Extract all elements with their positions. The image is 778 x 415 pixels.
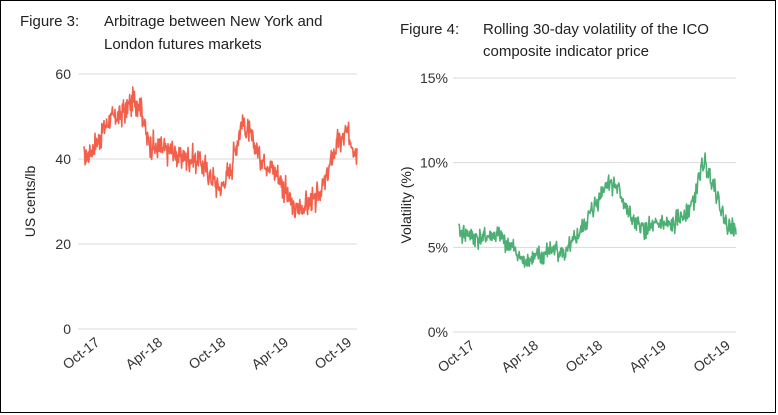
- chart-3-y-tick-label: 60: [55, 66, 71, 82]
- chart-4-x-tick-label: Apr-19: [626, 337, 669, 376]
- chart-3-x-tick-label: Oct-17: [59, 334, 102, 373]
- chart-4-y-tick-label: 15%: [420, 70, 448, 86]
- chart-3-x-tick-label: Oct-19: [311, 334, 354, 373]
- figure-3-title-line-2: London futures markets: [104, 36, 262, 53]
- chart-4-y-tick-label: 10%: [420, 155, 448, 171]
- chart-3-series-line: [83, 86, 358, 219]
- figure-4-label: Figure 4:: [400, 21, 460, 38]
- chart-3-y-tick-label: 40: [55, 151, 71, 167]
- chart-4-x-tick-label: Oct-19: [690, 337, 733, 376]
- chart-3-y-axis-title: US cents/lb: [22, 165, 38, 237]
- chart-4-y-tick-label: 5%: [428, 239, 448, 255]
- chart-3-x-tick-label: Apr-19: [248, 334, 291, 373]
- chart-4-y-axis-title: Volatility (%): [398, 166, 414, 243]
- chart-3-x-tick-label: Apr-18: [122, 334, 165, 373]
- chart-4-x-tick-label: Oct-18: [562, 337, 605, 376]
- figure-3-label: Figure 3:: [20, 13, 80, 30]
- figure-4-title-line-2: composite indicator price: [483, 43, 649, 60]
- chart-3-y-tick-label: 20: [55, 236, 71, 252]
- chart-3-x-tick-label: Oct-18: [185, 334, 228, 373]
- chart-4-x-tick-label: Oct-17: [434, 337, 477, 376]
- chart-4-x-tick-label: Apr-18: [498, 337, 541, 376]
- chart-4-y-tick-label: 0%: [428, 324, 448, 340]
- chart-3-y-tick-label: 0: [63, 321, 71, 337]
- chart-4-series-line: [458, 152, 737, 268]
- figure-4-title-line-1: Rolling 30-day volatility of the ICO: [483, 21, 709, 38]
- figure-3-title-line-1: Arbitrage between New York and: [104, 13, 323, 30]
